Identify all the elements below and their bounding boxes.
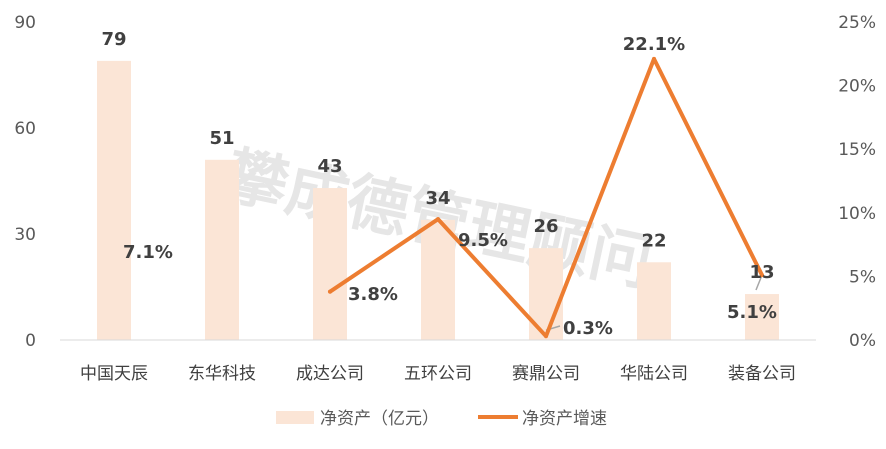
left-tick-label: 30 [14,225,36,245]
bar-data-labels: 79 51 43 34 26 22 13 [101,29,774,283]
growth-point [328,289,332,294]
growth-value-label: 7.1% [123,242,173,263]
category-label: 华陆公司 [620,364,688,384]
right-tick-label: 0% [849,331,876,351]
category-label: 赛鼎公司 [512,363,580,384]
legend: 净资产（亿元） 净资产增速 [276,409,607,429]
bar-value-label: 51 [209,128,234,149]
category-label: 装备公司 [728,364,796,384]
bar-series [97,60,779,340]
growth-value-label: 0.3% [563,318,613,339]
right-tick-label: 20% [838,77,876,97]
growth-point [436,217,440,222]
category-label: 成达公司 [296,364,364,384]
bar-value-label: 43 [317,156,342,177]
growth-value-label: 3.8% [348,284,398,305]
left-axis: 0 30 60 90 [14,13,36,351]
bar-value-label: 34 [425,188,450,209]
bar [745,294,779,340]
bar-value-label: 13 [749,262,774,283]
category-label: 中国天辰 [80,364,148,384]
left-tick-label: 90 [14,13,36,33]
right-tick-label: 5% [849,267,876,287]
right-tick-label: 25% [838,13,876,33]
category-label: 五环公司 [404,364,472,384]
bar [97,60,131,340]
growth-value-label: 9.5% [458,230,508,251]
growth-point [544,334,548,339]
bar [313,188,347,340]
legend-label-bar: 净资产（亿元） [320,409,439,429]
line-series [328,56,764,339]
right-tick-label: 15% [838,140,876,160]
right-axis: 0% 5% 10% 15% 20% 25% [838,13,876,351]
right-tick-label: 10% [838,204,876,224]
bar-value-label: 79 [101,29,126,50]
bar [205,159,239,340]
bar-value-label: 22 [641,230,666,251]
bar-value-label: 26 [533,216,558,237]
legend-swatch-bar [276,411,314,424]
left-tick-label: 0 [25,331,36,351]
leader-line [755,274,763,291]
bar [637,262,671,340]
legend-label-line: 净资产增速 [522,409,607,429]
left-tick-label: 60 [14,119,36,139]
category-label: 东华科技 [188,364,256,384]
category-axis: 中国天辰 东华科技 成达公司 五环公司 赛鼎公司 华陆公司 装备公司 [80,363,796,384]
growth-value-label: 22.1% [623,34,685,55]
line-data-labels: 7.1% 3.8% 9.5% 0.3% 22.1% 5.1% [123,34,777,339]
growth-point [652,56,656,61]
growth-value-label: 5.1% [727,302,777,323]
bar [421,219,455,340]
growth-point [760,273,764,278]
